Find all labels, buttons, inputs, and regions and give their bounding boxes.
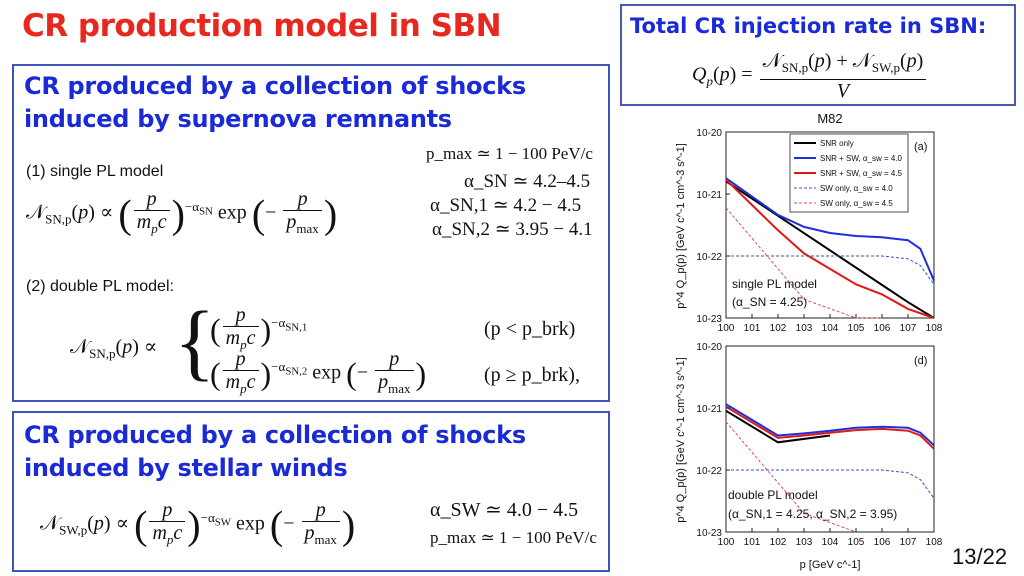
injection-rate-heading: Total CR injection rate in SBN:	[630, 14, 987, 38]
series-line-a-3	[726, 255, 935, 285]
param-pmax-sw: p_max ≃ 1 − 100 PeV/c	[430, 528, 597, 547]
param-pmax-sn: p_max ≃ 1 − 100 PeV/c	[426, 144, 593, 163]
param-alpha-sn: α_SN ≃ 4.2–4.5	[464, 171, 591, 192]
x-tick-label: 103	[796, 323, 813, 334]
page-number: 13/22	[952, 544, 1008, 569]
x-tick-label: 106	[874, 323, 891, 334]
legend-entry: SW only, α_sw = 4.5	[820, 199, 893, 208]
x-tick-label: 107	[900, 537, 917, 548]
x-tick-label: 100	[718, 323, 735, 334]
panel-a-label: (a)	[914, 141, 927, 153]
x-tick-label: 104	[822, 537, 839, 548]
injection-rate-box: Total CR injection rate in SBN: Qp(p) = …	[620, 4, 1016, 106]
sw-heading-line1: CR produced by a collection of shocks	[24, 421, 526, 449]
x-tick-label: 102	[770, 537, 787, 548]
snr-heading-line1: CR produced by a collection of shocks	[24, 72, 526, 100]
spectra-figure: M82 10-20 10-21 10-22 10-23 100 101 102 103 104…	[675, 111, 943, 571]
chart-title: M82	[817, 111, 842, 126]
double-pl-formula: 𝒩SN,p(p) ∝ { (p mpc)−αSN,1 (p mpc)−αSN,2 e…	[70, 293, 580, 396]
condition-below-break: (p < p_brk)	[484, 318, 576, 340]
single-pl-formula: 𝒩SN,p(p) ∝ (p mpc)−αSN exp (− p pmax)	[26, 188, 338, 237]
sw-formula: 𝒩SW,p(p) ∝ (p mpc)−αSW exp (− p pmax)	[40, 499, 356, 548]
x-tick-label: 106	[874, 537, 891, 548]
series-line-d-1	[725, 403, 935, 447]
x-tick-label: 102	[770, 323, 787, 334]
y-tick-label: 10-20	[696, 128, 722, 139]
panel-d-annotation-line2: (α_SN,1 = 4.25, α_SN,2 = 3.95)	[728, 507, 897, 521]
slide-title: CR production model in SBN	[22, 8, 502, 44]
x-tick-label: 107	[900, 323, 917, 334]
condition-above-break: (p ≥ p_brk),	[484, 364, 580, 386]
x-tick-label: 101	[744, 537, 761, 548]
panel-a-annotation-line1: single PL model	[732, 277, 817, 291]
panel-d-label: (d)	[914, 355, 927, 367]
x-tick-label: 101	[744, 323, 761, 334]
injection-rate-formula: Qp(p) = 𝒩SN,p(p) + 𝒩SW,p(p) V	[692, 50, 928, 102]
y-tick-label: 10-22	[696, 252, 722, 263]
x-tick-label: 104	[822, 323, 839, 334]
param-alpha-sn2: α_SN,2 ≃ 3.95 − 4.1	[432, 219, 593, 240]
x-tick-label: 100	[718, 537, 735, 548]
legend-entry: SW only, α_sw = 4.0	[820, 184, 893, 193]
series-line-d-4	[725, 421, 857, 533]
panel-d-ylabel: p^4 Q_p(p) [GeV c^-1 cm^-3 s^-1]	[675, 357, 687, 523]
legend-entry: SNR + SW, α_sw = 4.5	[820, 169, 903, 178]
y-tick-label: 10-22	[696, 466, 722, 477]
single-pl-label: (1) single PL model	[26, 163, 164, 180]
series-line-d-2	[725, 405, 935, 450]
x-tick-label: 108	[926, 323, 943, 334]
panel-d-frame	[725, 345, 935, 533]
snr-model-box: CR produced by a collection of shocks in…	[12, 64, 610, 402]
y-tick-label: 10-23	[696, 528, 722, 539]
legend-frame	[789, 133, 909, 213]
snr-heading-line2: induced by supernova remnants	[24, 105, 452, 133]
x-tick-label: 105	[848, 323, 865, 334]
panel-a-annotation-line2: (α_SN = 4.25)	[732, 295, 807, 309]
legend-entry: SNR + SW, α_sw = 4.0	[820, 154, 903, 163]
x-tick-label: 108	[926, 537, 943, 548]
x-axis-label: p [GeV c^-1]	[800, 559, 861, 571]
param-alpha-sw: α_SW ≃ 4.0 − 4.5	[430, 499, 579, 521]
sw-heading-line2: induced by stellar winds	[24, 454, 348, 482]
chart-panel-a: 10-20 10-21 10-22 10-23 100 101 102 103 104 105 1…	[675, 128, 943, 334]
chart-legend: SNR only SNR + SW, α_sw = 4.0 SNR + SW, α_…	[789, 133, 909, 213]
y-tick-label: 10-21	[696, 190, 722, 201]
series-line-d-0	[725, 409, 831, 444]
series-line-a-2	[725, 178, 935, 319]
chart-panel-d: 10-20 10-21 10-22 10-23 100 101 102 103 104 105 1…	[675, 342, 943, 571]
param-alpha-sn1: α_SN,1 ≃ 4.2 − 4.5	[430, 195, 582, 216]
series-line-a-1	[725, 177, 935, 282]
panel-a-ylabel: p^4 Q_p(p) [GeV c^-1 cm^-3 s^-1]	[675, 143, 687, 309]
x-tick-label: 105	[848, 537, 865, 548]
panel-d-annotation-line1: double PL model	[728, 488, 818, 502]
y-tick-label: 10-21	[696, 404, 722, 415]
series-line-a-4	[725, 207, 882, 319]
sw-model-box: CR produced by a collection of shocks in…	[12, 411, 610, 572]
y-tick-label: 10-23	[696, 314, 722, 325]
y-tick-label: 10-20	[696, 342, 722, 353]
double-pl-label: (2) double PL model:	[26, 278, 174, 295]
series-line-d-3	[726, 469, 935, 499]
x-tick-label: 103	[796, 537, 813, 548]
legend-entry: SNR only	[820, 139, 854, 148]
series-line-a-0	[725, 180, 935, 319]
